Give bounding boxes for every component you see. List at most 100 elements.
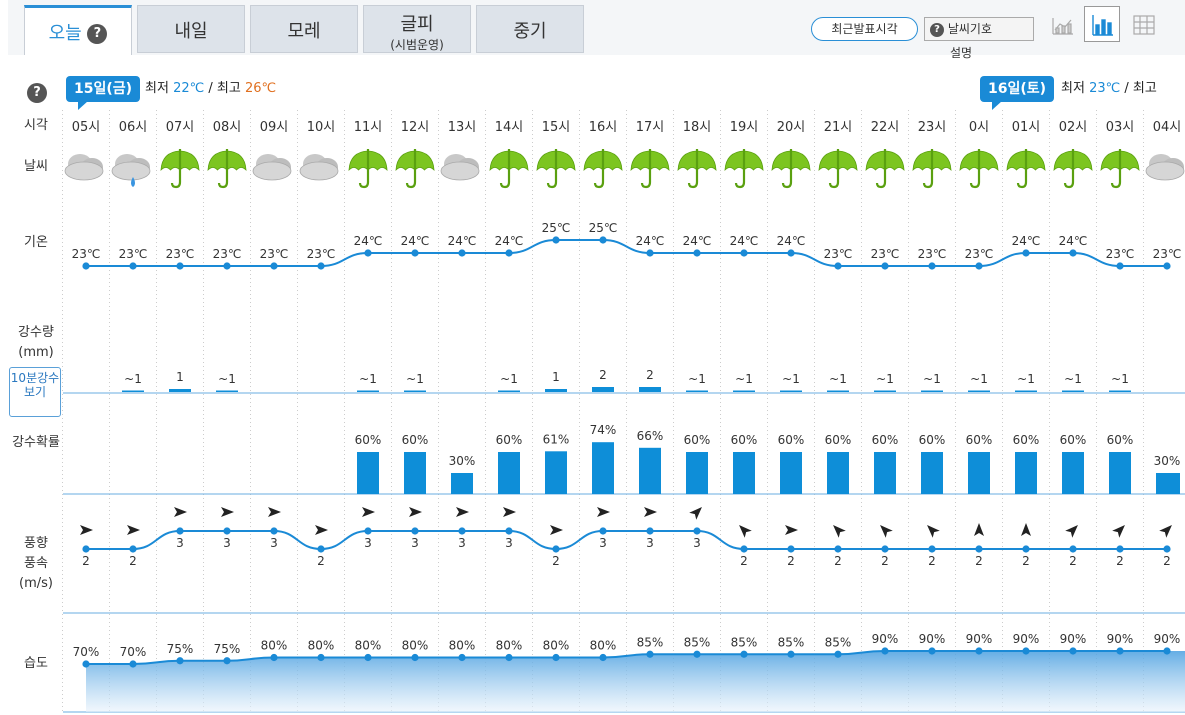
humidity-point (834, 650, 842, 658)
help-icon[interactable]: ? (27, 83, 47, 103)
wind-direction-icon (1159, 525, 1172, 538)
table-view-button[interactable] (1126, 8, 1162, 44)
humidity-point (552, 653, 560, 662)
wind-direction-icon (689, 507, 702, 520)
wind-arrow (644, 507, 657, 517)
precip-bar (827, 390, 849, 392)
humidity-label: 85% (684, 635, 711, 649)
cloud-front (64, 161, 104, 181)
cloudy-icon (299, 154, 339, 181)
wind-direction-icon (456, 507, 469, 517)
probability-bar (733, 452, 755, 494)
umbrella-handle (217, 149, 229, 189)
wind-direction-icon (127, 525, 140, 535)
temperature-point (599, 236, 607, 244)
hour-label: 10시 (307, 120, 336, 135)
precip-label: ~1 (124, 372, 142, 386)
cloudy-icon (1145, 154, 1185, 181)
hour-label: 19시 (730, 120, 759, 135)
hour-label: 03시 (1106, 120, 1135, 135)
humidity-point (693, 650, 701, 658)
temperature-point (787, 249, 795, 257)
tab-day-after[interactable]: 모레 (250, 5, 358, 53)
umbrella-handle (1110, 149, 1122, 189)
humidity-label: 80% (543, 639, 570, 653)
humidity-point (270, 653, 278, 662)
temperature-label: 24℃ (1059, 234, 1088, 248)
umbrella-handle (1016, 149, 1028, 189)
precip-label: ~1 (782, 372, 800, 386)
wind-speed-point (834, 545, 842, 553)
umbrella-handle (922, 149, 934, 189)
precip-bar (498, 390, 520, 392)
tab-today[interactable]: 오늘 ? (24, 5, 132, 55)
tab-three-days[interactable]: 글피 (시범운영) (363, 5, 471, 53)
precip-label: ~1 (406, 372, 424, 386)
wind-arrow (1112, 525, 1125, 538)
precip-label: ~1 (500, 372, 518, 386)
precip-bar (216, 390, 238, 392)
humidity-point (505, 653, 513, 662)
wind-speed-point (317, 545, 325, 553)
wind-speed-label: 3 (223, 536, 231, 550)
wind-arrow (1021, 523, 1031, 536)
probability-label: 60% (684, 433, 711, 447)
umbrella-handle (687, 149, 699, 189)
temperature-point (1163, 262, 1171, 270)
weather-legend-button[interactable]: ? 날씨기호 (924, 17, 1034, 41)
wind-arrow (739, 525, 752, 538)
cloud-front (440, 161, 480, 181)
wind-speed-point (176, 527, 184, 535)
wind-direction-icon (644, 507, 657, 517)
humidity-point (458, 653, 466, 662)
tab-tomorrow[interactable]: 내일 (137, 5, 245, 53)
humidity-label: 75% (167, 642, 194, 656)
recent-announce-button[interactable]: 최근발표시각 (811, 17, 918, 41)
humidity-point (787, 650, 795, 658)
temperature-label: 23℃ (213, 247, 242, 261)
hour-label: 01시 (1012, 120, 1041, 135)
umbrella-icon (818, 149, 858, 189)
cloudy-rain-icon (111, 154, 151, 187)
temperature-label: 23℃ (965, 247, 994, 261)
wind-speed-label: 2 (740, 554, 748, 568)
wind-speed-label: 3 (176, 536, 184, 550)
rain-drop (131, 177, 135, 187)
umbrella-icon (395, 149, 435, 189)
wind-speed-label: 2 (1163, 554, 1171, 568)
wind-speed-point (129, 545, 137, 553)
humidity-point (82, 660, 90, 668)
umbrella-icon (348, 149, 388, 189)
wind-arrow (974, 523, 984, 536)
wind-speed-point (881, 545, 889, 553)
wind-speed-point (82, 545, 90, 553)
precip-label: ~1 (359, 372, 377, 386)
temperature-label: 23℃ (871, 247, 900, 261)
wind-direction-icon (221, 507, 234, 517)
precip-label: ~1 (876, 372, 894, 386)
humidity-label: 85% (825, 635, 852, 649)
row-label-precip: 강수량 (18, 325, 54, 340)
wind-speed-point (599, 527, 607, 535)
hour-label: 0시 (969, 120, 989, 135)
temperature-label: 24℃ (354, 234, 383, 248)
temperature-label: 24℃ (730, 234, 759, 248)
help-icon[interactable]: ? (87, 24, 108, 44)
graph-view-button[interactable] (1045, 8, 1081, 44)
wind-arrow (927, 525, 940, 538)
probability-bar (404, 452, 426, 494)
temperature-point (740, 249, 748, 257)
tab-mid-term[interactable]: 중기 (476, 5, 584, 53)
precip-bar (404, 390, 426, 392)
wind-speed-label: 3 (693, 536, 701, 550)
precip-label: 1 (176, 370, 184, 384)
ten-minute-precip-button[interactable]: 10분강수 보기 (9, 367, 61, 417)
umbrella-handle (405, 149, 417, 189)
temperature-label: 24℃ (636, 234, 665, 248)
temperature-point (458, 249, 466, 257)
bar-view-button[interactable] (1084, 6, 1120, 42)
probability-bar (968, 452, 990, 494)
humidity-label: 90% (1013, 632, 1040, 646)
probability-bar (451, 473, 473, 494)
